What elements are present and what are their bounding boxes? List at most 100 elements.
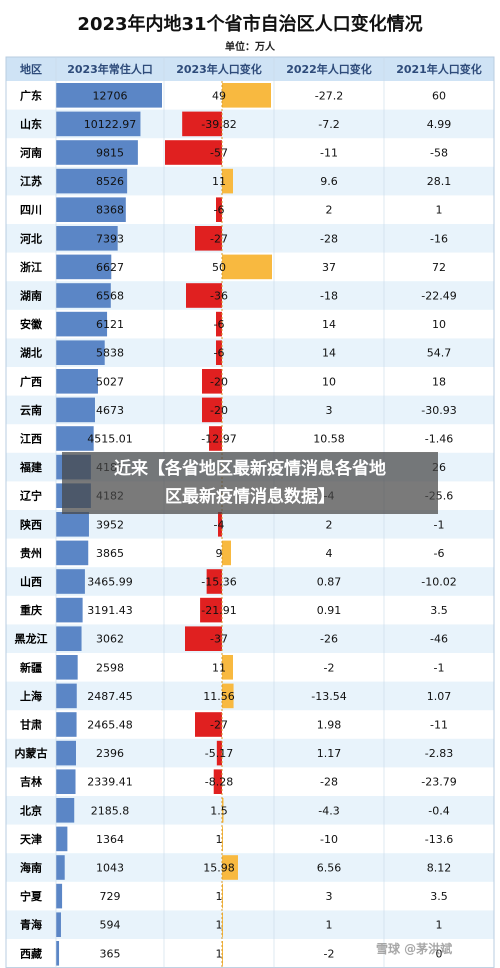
change-2022-label: -4.3 bbox=[318, 804, 339, 817]
change-2023-label: 11 bbox=[212, 175, 226, 188]
overlay-line-2: 区最新疫情消息数据】 bbox=[165, 487, 335, 507]
change-2022-label: 3 bbox=[326, 890, 333, 903]
province-label: 河南 bbox=[20, 146, 42, 160]
province-label: 内蒙古 bbox=[15, 746, 48, 760]
population-label: 12706 bbox=[93, 89, 128, 102]
population-bar bbox=[56, 512, 89, 537]
increase-bar bbox=[222, 798, 224, 823]
decrease-bar bbox=[195, 226, 222, 251]
decrease-bar bbox=[186, 283, 222, 308]
change-2021-label: 18 bbox=[432, 375, 446, 388]
change-2021-label: -6 bbox=[434, 547, 445, 560]
change-2022-label: -7.2 bbox=[318, 118, 339, 131]
change-2023-label: -6 bbox=[214, 318, 225, 331]
population-bar bbox=[56, 655, 78, 680]
province-label: 江西 bbox=[20, 432, 42, 446]
change-2023-label: -27 bbox=[210, 719, 228, 732]
change-2022-label: -18 bbox=[320, 290, 338, 303]
population-bar bbox=[56, 283, 111, 308]
population-label: 1043 bbox=[96, 862, 124, 875]
population-bar bbox=[56, 397, 95, 423]
province-label: 青海 bbox=[20, 918, 42, 932]
province-label: 广西 bbox=[20, 374, 42, 388]
change-2021-label: -2.83 bbox=[425, 747, 453, 760]
column-header: 2021年人口变化 bbox=[396, 62, 482, 76]
change-2022-label: 10 bbox=[322, 375, 336, 388]
population-label: 2339.41 bbox=[87, 776, 133, 789]
increase-bar bbox=[222, 540, 231, 566]
population-bar bbox=[56, 740, 76, 766]
decrease-bar bbox=[216, 740, 222, 766]
change-2022-label: 14 bbox=[322, 318, 336, 331]
population-label: 2185.8 bbox=[91, 804, 130, 817]
change-2023-label: -57 bbox=[210, 147, 228, 160]
change-2023-label: 11.56 bbox=[203, 690, 235, 703]
province-label: 贵州 bbox=[20, 546, 42, 560]
table-row-bg bbox=[6, 738, 494, 768]
change-2021-label: -1.46 bbox=[425, 433, 453, 446]
population-label: 8368 bbox=[96, 204, 124, 217]
change-2021-label: 60 bbox=[432, 89, 446, 102]
change-2022-label: 37 bbox=[322, 261, 336, 274]
province-label: 浙江 bbox=[20, 260, 42, 274]
change-2023-label: 15.98 bbox=[203, 862, 235, 875]
change-2023-label: -39.82 bbox=[201, 118, 236, 131]
change-2022-label: 2 bbox=[326, 204, 333, 217]
decrease-bar bbox=[185, 626, 222, 651]
province-label: 黑龙江 bbox=[15, 632, 48, 646]
change-2022-label: 3 bbox=[326, 404, 333, 417]
population-bar bbox=[56, 798, 75, 823]
population-bar bbox=[56, 226, 118, 251]
change-2023-label: 49 bbox=[212, 89, 226, 102]
change-2022-label: -28 bbox=[320, 232, 338, 245]
table-row-bg bbox=[6, 796, 494, 825]
change-2022-label: -27.2 bbox=[315, 89, 343, 102]
population-bar bbox=[56, 83, 162, 108]
population-bar bbox=[56, 855, 65, 880]
population-bar bbox=[56, 597, 83, 623]
province-label: 西藏 bbox=[20, 946, 42, 960]
population-bar bbox=[56, 168, 128, 194]
population-label: 9815 bbox=[96, 147, 124, 160]
decrease-bar bbox=[218, 512, 222, 537]
population-bar bbox=[56, 197, 126, 222]
province-label: 河北 bbox=[20, 231, 42, 245]
population-label: 3465.99 bbox=[87, 576, 133, 589]
population-label: 6121 bbox=[96, 318, 124, 331]
news-overlay-banner: 近来【各省地区最新疫情消息各省地 区最新疫情消息数据】 bbox=[62, 452, 438, 514]
table-row-bg bbox=[6, 910, 494, 939]
population-label: 3062 bbox=[96, 633, 124, 646]
change-2021-label: -58 bbox=[430, 147, 448, 160]
population-label: 3952 bbox=[96, 518, 124, 531]
change-2021-label: 3.5 bbox=[430, 890, 448, 903]
table-row-bg bbox=[6, 681, 494, 711]
change-2022-label: -28 bbox=[320, 776, 338, 789]
change-2023-label: -5.17 bbox=[205, 747, 233, 760]
population-bar bbox=[56, 626, 82, 651]
change-2021-label: -30.93 bbox=[421, 404, 456, 417]
increase-bar bbox=[222, 254, 272, 280]
change-2023-label: 1 bbox=[216, 833, 223, 846]
province-label: 海南 bbox=[20, 861, 42, 875]
province-label: 湖南 bbox=[20, 289, 42, 303]
population-label: 6627 bbox=[96, 261, 124, 274]
population-bar bbox=[56, 311, 108, 337]
change-2023-label: -36 bbox=[210, 290, 228, 303]
change-2021-label: 28.1 bbox=[427, 175, 452, 188]
change-2021-label: -23.79 bbox=[421, 776, 456, 789]
population-bar bbox=[56, 254, 112, 280]
population-label: 365 bbox=[100, 947, 121, 960]
change-2023-label: -6 bbox=[214, 347, 225, 360]
population-label: 2465.48 bbox=[87, 719, 133, 732]
change-2021-label: -1 bbox=[434, 661, 445, 674]
change-2021-label: 8.12 bbox=[427, 862, 452, 875]
watermark: 雪球 @茅洪斌 bbox=[376, 942, 453, 956]
change-2021-label: -13.6 bbox=[425, 833, 453, 846]
change-2021-label: 1 bbox=[436, 204, 443, 217]
population-bar bbox=[56, 426, 94, 451]
province-label: 广东 bbox=[20, 88, 42, 102]
population-label: 4673 bbox=[96, 404, 124, 417]
change-2023-label: -21.91 bbox=[201, 604, 236, 617]
province-label: 湖北 bbox=[20, 346, 42, 360]
